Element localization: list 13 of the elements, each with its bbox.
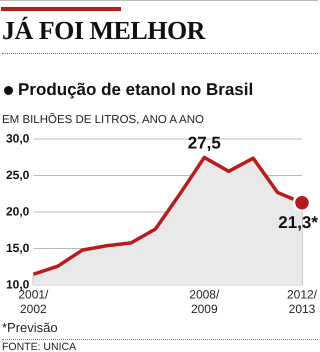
chart-subtitle: Produção de etanol no Brasil (18, 80, 254, 100)
data-label: 27,5 (188, 134, 221, 153)
data-label: 21,3* (278, 212, 318, 232)
source-note: FONTE: UNICA (2, 341, 76, 352)
y-tick-label: 25,0 (6, 168, 30, 182)
chart-title: JÁ FOI MELHOR (2, 16, 205, 46)
y-tick-label: 20,0 (6, 204, 30, 219)
y-tick-label: 30,0 (6, 132, 30, 146)
y-axis-title: EM BILHÕES DE LITROS, ANO A ANO (2, 114, 204, 126)
x-tick-label: 2012/2013 (286, 288, 318, 316)
y-tick-label: 15,0 (6, 241, 30, 256)
text: *Previsão (2, 320, 58, 335)
x-tick-label: 2008/2009 (189, 288, 220, 316)
